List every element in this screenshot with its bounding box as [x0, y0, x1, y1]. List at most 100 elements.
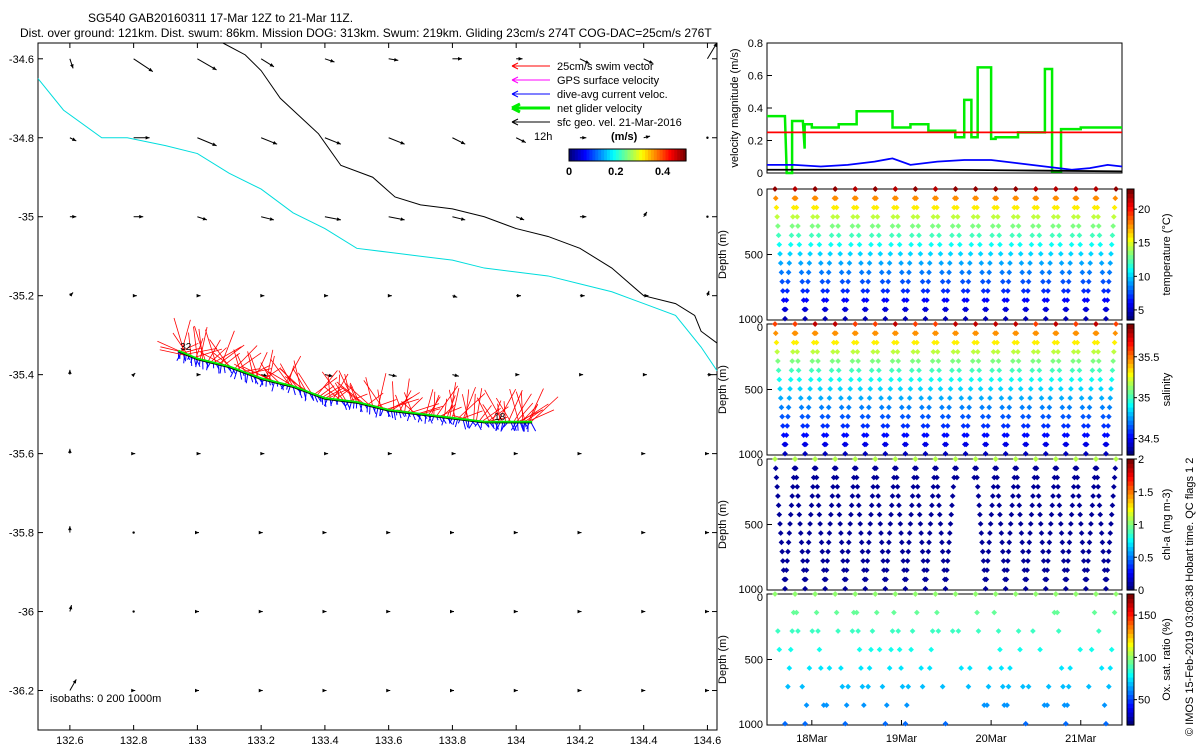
- swim-vector: [406, 397, 423, 413]
- swim-vector: [530, 396, 559, 423]
- profile-dot: [982, 450, 989, 457]
- profile-dot: [1057, 376, 1063, 383]
- profile-dot: [895, 628, 902, 634]
- profile-dot: [953, 330, 960, 337]
- profile-dot: [999, 548, 1006, 555]
- profile-colorbar-cell: [1127, 311, 1134, 317]
- profile-dot: [898, 269, 905, 276]
- profile-dot: [773, 474, 780, 481]
- profile-dot: [900, 423, 907, 429]
- current-vector-head: [392, 373, 397, 378]
- profile-dot: [944, 432, 950, 438]
- profile-y-tick-label: 0: [757, 322, 763, 334]
- profile-dot: [959, 269, 965, 276]
- map-colorbar-cell: [571, 149, 576, 161]
- map-y-tick-label: -35.4: [9, 370, 34, 382]
- profile-dot: [957, 386, 964, 392]
- profile-dot: [976, 232, 982, 239]
- swim-vector: [338, 370, 355, 403]
- swim-vector: [292, 368, 307, 392]
- profile-dot: [1039, 539, 1046, 546]
- profile-dot: [836, 376, 843, 383]
- profile-dot: [809, 628, 816, 634]
- profile-dot: [920, 288, 927, 294]
- profile-dot: [818, 260, 824, 266]
- profile-dot: [1063, 450, 1069, 457]
- profile-dot: [994, 483, 1001, 490]
- profile-dot: [830, 204, 837, 211]
- profile-dot: [947, 251, 954, 257]
- profile-dot: [855, 367, 862, 374]
- profile-dot: [774, 348, 780, 355]
- profile-dot: [1111, 348, 1117, 355]
- profile-dot: [997, 646, 1003, 653]
- profile-dot: [972, 321, 979, 327]
- profile-dot: [994, 474, 1000, 481]
- legend-swim-label: 25cm/s swim vector: [557, 61, 654, 73]
- current-vector-head: [641, 609, 646, 614]
- profile-dot: [1055, 223, 1062, 229]
- profile-dot: [885, 548, 892, 555]
- swim-vector: [314, 377, 338, 395]
- profile-colorbar-frame: [1126, 188, 1135, 321]
- profile-dot: [1029, 367, 1036, 374]
- map-x-tick-label: 133.4: [311, 735, 339, 747]
- profile-dot: [1103, 441, 1110, 448]
- profile-dot: [952, 321, 959, 327]
- map-colorbar-cell: [627, 149, 632, 161]
- current-vector-head: [641, 530, 646, 535]
- profile-dot: [981, 432, 988, 438]
- profile-dot: [848, 232, 855, 239]
- profile-dot: [979, 539, 985, 546]
- current-vector-head: [513, 688, 518, 693]
- profile-dot: [1079, 269, 1086, 276]
- profile-dot: [836, 511, 843, 518]
- profile-dot: [793, 204, 800, 211]
- swim-vector: [385, 398, 419, 410]
- profile-dot: [1035, 493, 1042, 499]
- profile-dot: [838, 404, 845, 411]
- profile-dot: [1108, 511, 1115, 518]
- profile-dot: [1028, 241, 1035, 248]
- profile-dot: [962, 450, 969, 457]
- profile-dot: [960, 288, 967, 294]
- profile-dot: [1005, 683, 1012, 690]
- profile-dot: [1002, 585, 1009, 592]
- profile-dot: [1031, 474, 1038, 481]
- profile-dot: [1093, 465, 1100, 472]
- current-vector-head: [454, 373, 459, 378]
- profile-dot: [1081, 432, 1088, 438]
- profile-dot: [820, 702, 827, 708]
- profile-dot: [1012, 456, 1019, 462]
- profile-dot: [1048, 241, 1055, 248]
- profile-dot: [796, 241, 803, 248]
- profile-dot: [912, 321, 919, 327]
- profile-dot: [810, 213, 816, 220]
- profile-dot: [937, 251, 944, 257]
- profile-dot: [777, 530, 784, 536]
- profile-dot: [919, 683, 926, 690]
- profile-dot: [1034, 204, 1041, 211]
- profile-dot: [931, 339, 937, 346]
- profile-dot: [1018, 260, 1025, 266]
- profile-dot: [884, 558, 891, 564]
- profile-dot: [1035, 358, 1042, 364]
- profile-dot: [812, 186, 818, 192]
- profile-dot: [1039, 404, 1046, 411]
- map-colorbar-cell: [636, 149, 640, 161]
- profile-dot: [792, 330, 799, 337]
- profile-dot: [1030, 483, 1037, 490]
- profile-dot: [897, 386, 904, 392]
- profile-colorbar-cell: [1127, 237, 1134, 242]
- profile-dot: [790, 474, 797, 481]
- profile-dot: [774, 483, 780, 490]
- figure-header: SG540 GAB20160311 17-Mar 12Z to 21-Mar 1…: [20, 11, 712, 40]
- profile-dot: [855, 358, 861, 364]
- profile-dot: [872, 186, 879, 192]
- profile-dot: [893, 474, 900, 481]
- profile-dot: [1111, 213, 1117, 220]
- profile-dot: [812, 456, 818, 462]
- profile-dot: [954, 339, 960, 346]
- profile-dot: [883, 432, 890, 438]
- dac-vector: [462, 419, 467, 430]
